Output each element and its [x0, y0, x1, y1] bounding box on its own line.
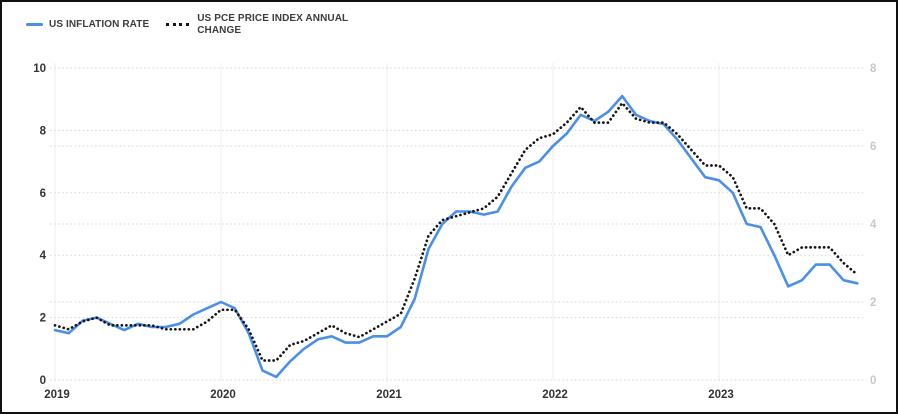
left-axis-tick-label: 6	[40, 188, 46, 200]
legend-item-us-inflation-rate[interactable]: US INFLATION RATE	[26, 19, 149, 31]
series-line-us-inflation-rate	[53, 94, 859, 379]
left-axis-tick-label: 8	[40, 125, 47, 137]
left-axis-tick-label: 10	[33, 63, 46, 75]
series-line-us-pce-price-index-annual-change	[53, 101, 859, 362]
legend-item-us-pce-price-index[interactable]: US PCE PRICE INDEX ANNUAL CHANGE	[166, 13, 363, 36]
legend-label-us-pce-price-index: US PCE PRICE INDEX ANNUAL CHANGE	[197, 13, 349, 36]
solid-line-swatch-icon	[26, 23, 43, 26]
x-axis-tick-label: 2022	[542, 389, 568, 401]
dotted-line-swatch-icon	[166, 23, 190, 26]
x-axis-tick-label: 2023	[708, 389, 734, 401]
right-axis-tick-label: 8	[870, 63, 877, 75]
right-axis-tick-label: 4	[870, 219, 877, 231]
legend: US INFLATION RATE US PCE PRICE INDEX ANN…	[26, 13, 363, 36]
legend-label-us-inflation-rate: US INFLATION RATE	[49, 18, 150, 30]
left-axis-tick-label: 0	[40, 375, 46, 387]
x-axis-tick-label: 2019	[44, 389, 70, 401]
right-axis-tick-label: 6	[870, 141, 876, 153]
right-axis-tick-label: 0	[870, 375, 876, 387]
right-axis-tick-label: 2	[870, 297, 876, 309]
left-axis-tick-label: 2	[40, 313, 46, 325]
x-axis-tick-label: 2021	[376, 389, 402, 401]
left-axis-tick-label: 4	[40, 250, 47, 262]
x-axis-tick-label: 2020	[210, 389, 236, 401]
